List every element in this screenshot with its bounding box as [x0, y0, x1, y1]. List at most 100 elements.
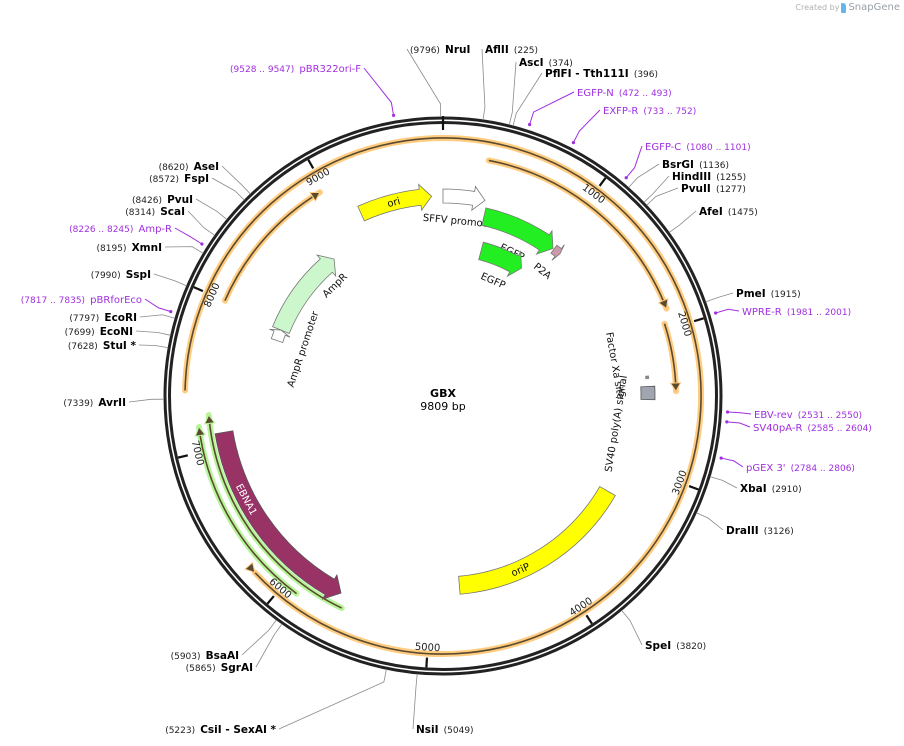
feature-arrow[interactable]	[478, 241, 522, 278]
enzyme-label[interactable]: (8572) FspI	[149, 167, 209, 186]
enzyme-site-pvuii[interactable]: PvuII (1277)	[646, 177, 746, 206]
enzyme-label[interactable]: HindIII (1255)	[672, 165, 746, 184]
feature-ori[interactable]: ori	[357, 183, 433, 222]
feature-arrow[interactable]	[481, 207, 554, 255]
tick-mark	[307, 159, 315, 169]
enzyme-label[interactable]: (8314) ScaI	[125, 200, 185, 219]
enzyme-site-sspi[interactable]: (7990) SspI	[91, 263, 187, 287]
feature-band[interactable]	[640, 385, 656, 401]
primer-label[interactable]: (8226 .. 8245) Amp-R	[69, 217, 172, 236]
primer-label[interactable]: SV40pA-R (2585 .. 2604)	[753, 416, 872, 435]
orf-line[interactable]	[184, 137, 702, 655]
primer-label[interactable]: WPRE-R (1981 .. 2001)	[742, 300, 851, 319]
orf-line[interactable]	[207, 414, 343, 609]
feature-arrow[interactable]	[269, 328, 291, 343]
enzyme-site-sgrai[interactable]: (5865) SgrAI	[186, 623, 283, 675]
enzyme-label[interactable]: NsiI (5049)	[416, 718, 474, 737]
enzyme-label[interactable]: (8195) XmnI	[97, 236, 162, 255]
orf-line[interactable]	[224, 191, 321, 302]
enzyme-site-asei[interactable]: (8620) AseI	[159, 155, 251, 195]
primer-label[interactable]: pGEX 3' (2784 .. 2806)	[746, 456, 855, 475]
enzyme-label[interactable]: (7699) EcoNI	[65, 320, 133, 339]
enzyme-site-hindiii[interactable]: HindIII (1255)	[643, 165, 746, 203]
enzyme-label[interactable]: AscI (374)	[519, 51, 573, 70]
snapgene-credit: Created by SnapGene	[795, 2, 900, 13]
enzyme-label[interactable]: AfeI (1475)	[699, 200, 758, 219]
enzyme-site-xmni[interactable]: (8195) XmnI	[97, 236, 204, 255]
enzyme-label[interactable]: (5223) CsiI - SexAI *	[165, 718, 276, 737]
tick-mark	[425, 657, 429, 668]
enzyme-label[interactable]: DraIII (3126)	[726, 519, 794, 538]
enzyme-site-nrui[interactable]: (9796) NruI	[406, 38, 470, 118]
enzyme-label[interactable]: (7797) EcoRI	[69, 306, 137, 325]
enzyme-site-pflfi[interactable]: PflFI - Tth111I (396)	[512, 62, 658, 127]
primer-pgex-3-[interactable]: pGEX 3' (2784 .. 2806)	[719, 456, 855, 475]
enzyme-site-csii[interactable]: (5223) CsiI - SexAI *	[165, 669, 387, 737]
enzyme-label[interactable]: (8620) AseI	[159, 155, 219, 174]
enzyme-site-fspi[interactable]: (8572) FspI	[149, 167, 245, 201]
feature-orip[interactable]: oriP	[458, 485, 616, 595]
feature-band[interactable]	[458, 485, 616, 595]
primer-pbr322ori-f[interactable]: (9528 .. 9547) pBR322ori-F	[230, 57, 396, 117]
enzyme-leader-line	[696, 512, 724, 531]
enzyme-label[interactable]: (9796) NruI	[410, 38, 470, 57]
feature-arrow[interactable]	[550, 244, 565, 261]
enzyme-label[interactable]: (7628) StuI *	[68, 334, 137, 353]
primer-label[interactable]: EBV-rev (2531 .. 2550)	[754, 403, 862, 422]
feature-arrow[interactable]	[357, 183, 433, 222]
enzyme-label[interactable]: AflII (225)	[485, 38, 538, 57]
enzyme-label[interactable]: (7339) AvrII	[63, 391, 126, 410]
feature-arrow[interactable]	[214, 430, 342, 600]
feature-arrow[interactable]	[272, 254, 337, 334]
enzyme-site-ecori[interactable]: (7797) EcoRI	[69, 306, 176, 325]
enzyme-leader-line	[412, 673, 418, 730]
primer-label[interactable]: EGFP-N (472 .. 493)	[577, 81, 672, 100]
enzyme-label[interactable]: (5865) SgrAI	[186, 656, 253, 675]
enzyme-site-xbai[interactable]: XbaI (2910)	[709, 476, 802, 496]
enzyme-site-scai[interactable]: (8314) ScaI	[125, 200, 216, 236]
enzyme-site-pvui[interactable]: (8426) PvuI	[132, 188, 228, 220]
feature-band[interactable]	[645, 375, 650, 380]
enzyme-leader-line	[512, 72, 543, 127]
primer-egfp-c[interactable]: EGFP-C (1080 .. 1101)	[624, 135, 751, 180]
feature-arrow[interactable]	[442, 185, 486, 212]
orf-line[interactable]	[488, 159, 668, 309]
primer-amp-r[interactable]: (8226 .. 8245) Amp-R	[69, 217, 204, 246]
enzyme-label[interactable]: PvuII (1277)	[681, 177, 746, 196]
enzyme-site-aflii[interactable]: AflII (225)	[481, 38, 538, 120]
primer-wpre-r[interactable]: WPRE-R (1981 .. 2001)	[714, 300, 851, 319]
enzyme-label[interactable]: PmeI (1915)	[736, 282, 801, 301]
enzyme-site-nsii[interactable]: NsiI (5049)	[412, 673, 474, 737]
enzyme-site-avrii[interactable]: (7339) AvrII	[63, 391, 165, 410]
enzyme-site-draiii[interactable]: DraIII (3126)	[696, 512, 794, 538]
enzyme-layer: (9796) NruI AflII (225)AscI (374)PflFI - …	[63, 38, 802, 737]
enzyme-site-econi[interactable]: (7699) EcoNI	[65, 320, 171, 339]
primer-egfp-n[interactable]: EGFP-N (472 .. 493)	[528, 81, 672, 127]
enzyme-label[interactable]: (8426) PvuI	[132, 188, 193, 207]
enzyme-label[interactable]: SpeI (3820)	[645, 634, 706, 653]
primer-label[interactable]: EXFP-R (733 .. 752)	[603, 99, 696, 118]
primer-site-marker-icon	[391, 113, 396, 117]
enzyme-site-pmei[interactable]: PmeI (1915)	[705, 282, 801, 303]
primer-ebv-rev[interactable]: EBV-rev (2531 .. 2550)	[725, 403, 862, 422]
enzyme-site-spei[interactable]: SpeI (3820)	[621, 610, 707, 653]
primer-label[interactable]: (9528 .. 9547) pBR322ori-F	[230, 57, 361, 76]
primer-label[interactable]: (7817 .. 7835) pBRforEco	[21, 288, 142, 307]
primer-exfp-r[interactable]: EXFP-R (733 .. 752)	[571, 99, 696, 145]
enzyme-label[interactable]: (7990) SspI	[91, 263, 151, 282]
orf-line[interactable]	[198, 426, 298, 595]
enzyme-label[interactable]: PflFI - Tth111I (396)	[545, 62, 658, 81]
primer-label[interactable]: EGFP-C (1080 .. 1101)	[645, 135, 751, 154]
enzyme-label[interactable]: BsrGI (1136)	[662, 153, 729, 172]
enzyme-site-bsrgi[interactable]: BsrGI (1136)	[628, 153, 729, 188]
enzyme-site-bsaai[interactable]: (5903) BsaAI	[171, 619, 277, 663]
enzyme-leader-line	[138, 344, 169, 349]
enzyme-label[interactable]: XbaI (2910)	[740, 477, 802, 496]
feature-sv40-poly-a-signal[interactable]: SV40 poly(A) signal	[604, 375, 656, 473]
primer-pbrforeco[interactable]: (7817 .. 7835) pBRforEco	[21, 288, 173, 314]
enzyme-label[interactable]: (5903) BsaAI	[171, 644, 239, 663]
primer-sv40pa-r[interactable]: SV40pA-R (2585 .. 2604)	[725, 416, 872, 435]
enzyme-site-asci[interactable]: AscI (374)	[508, 51, 573, 126]
enzyme-site-afei[interactable]: AfeI (1475)	[668, 200, 758, 233]
enzyme-site-stui[interactable]: (7628) StuI *	[68, 334, 169, 353]
